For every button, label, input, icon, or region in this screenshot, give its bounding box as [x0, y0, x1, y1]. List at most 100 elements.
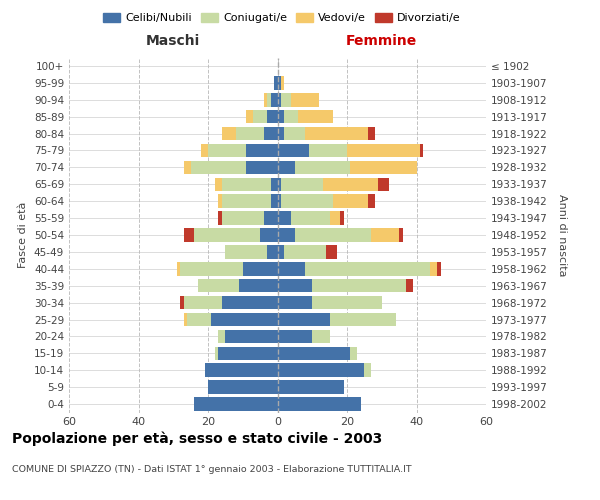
Bar: [309, 144, 347, 157]
Bar: [284, 110, 298, 124]
Bar: [371, 228, 399, 242]
Bar: [350, 346, 358, 360]
Bar: [222, 194, 271, 208]
Bar: [263, 127, 277, 140]
Bar: [277, 245, 284, 258]
Bar: [277, 76, 281, 90]
Bar: [277, 93, 281, 106]
Bar: [277, 380, 344, 394]
Bar: [340, 212, 344, 225]
Bar: [333, 194, 368, 208]
Bar: [274, 76, 277, 90]
Bar: [350, 160, 416, 174]
Bar: [271, 178, 277, 191]
Bar: [347, 144, 420, 157]
Bar: [277, 144, 309, 157]
Text: Maschi: Maschi: [146, 34, 200, 48]
Bar: [406, 279, 413, 292]
Bar: [295, 228, 371, 242]
Bar: [277, 127, 284, 140]
Bar: [187, 313, 211, 326]
Bar: [284, 245, 326, 258]
Bar: [312, 330, 329, 343]
Bar: [201, 144, 208, 157]
Bar: [305, 262, 430, 276]
Bar: [368, 127, 375, 140]
Bar: [236, 127, 263, 140]
Bar: [277, 194, 281, 208]
Y-axis label: Anni di nascita: Anni di nascita: [557, 194, 567, 276]
Bar: [222, 178, 271, 191]
Bar: [277, 398, 361, 411]
Text: COMUNE DI SPIAZZO (TN) - Dati ISTAT 1° gennaio 2003 - Elaborazione TUTTITALIA.IT: COMUNE DI SPIAZZO (TN) - Dati ISTAT 1° g…: [12, 466, 412, 474]
Bar: [215, 178, 222, 191]
Text: Popolazione per età, sesso e stato civile - 2003: Popolazione per età, sesso e stato civil…: [12, 431, 382, 446]
Bar: [329, 313, 395, 326]
Bar: [211, 313, 277, 326]
Bar: [305, 127, 368, 140]
Bar: [218, 330, 226, 343]
Bar: [246, 144, 277, 157]
Bar: [312, 296, 382, 310]
Bar: [218, 346, 277, 360]
Bar: [253, 110, 267, 124]
Bar: [208, 380, 277, 394]
Bar: [267, 93, 271, 106]
Bar: [197, 279, 239, 292]
Bar: [218, 194, 222, 208]
Bar: [184, 228, 194, 242]
Bar: [281, 76, 284, 90]
Bar: [277, 160, 295, 174]
Bar: [180, 262, 243, 276]
Bar: [277, 262, 305, 276]
Bar: [292, 93, 319, 106]
Bar: [222, 212, 263, 225]
Bar: [364, 364, 371, 377]
Bar: [326, 245, 337, 258]
Bar: [277, 110, 284, 124]
Bar: [263, 212, 277, 225]
Bar: [277, 178, 281, 191]
Bar: [277, 296, 312, 310]
Bar: [399, 228, 403, 242]
Bar: [323, 178, 378, 191]
Bar: [177, 262, 180, 276]
Bar: [420, 144, 424, 157]
Bar: [194, 228, 260, 242]
Bar: [271, 93, 277, 106]
Bar: [284, 127, 305, 140]
Bar: [267, 110, 277, 124]
Bar: [277, 313, 329, 326]
Bar: [281, 194, 333, 208]
Text: Femmine: Femmine: [346, 34, 418, 48]
Bar: [277, 364, 364, 377]
Bar: [277, 330, 312, 343]
Bar: [246, 160, 277, 174]
Bar: [243, 262, 277, 276]
Bar: [378, 178, 389, 191]
Bar: [226, 245, 267, 258]
Bar: [437, 262, 441, 276]
Y-axis label: Fasce di età: Fasce di età: [19, 202, 28, 268]
Bar: [222, 296, 277, 310]
Bar: [180, 296, 184, 310]
Legend: Celibi/Nubili, Coniugati/e, Vedovi/e, Divorziati/e: Celibi/Nubili, Coniugati/e, Vedovi/e, Di…: [99, 8, 465, 28]
Bar: [292, 212, 329, 225]
Bar: [194, 398, 277, 411]
Bar: [312, 279, 406, 292]
Bar: [218, 212, 222, 225]
Bar: [191, 160, 246, 174]
Bar: [281, 178, 323, 191]
Bar: [277, 346, 350, 360]
Bar: [368, 194, 375, 208]
Bar: [267, 245, 277, 258]
Bar: [277, 279, 312, 292]
Bar: [239, 279, 277, 292]
Bar: [205, 364, 277, 377]
Bar: [277, 228, 295, 242]
Bar: [263, 93, 267, 106]
Bar: [277, 212, 292, 225]
Bar: [298, 110, 333, 124]
Bar: [246, 110, 253, 124]
Bar: [184, 160, 191, 174]
